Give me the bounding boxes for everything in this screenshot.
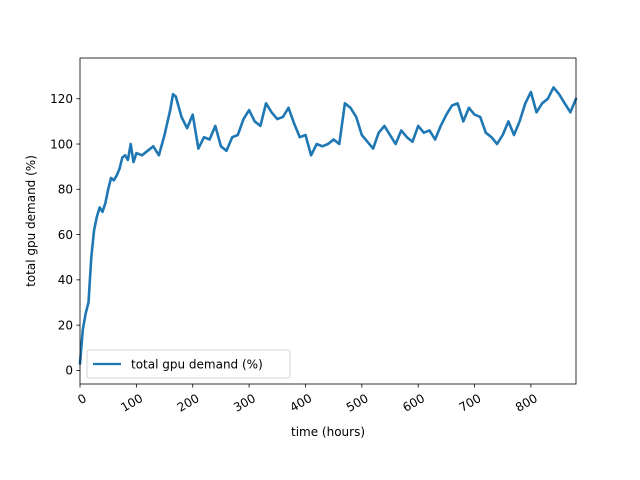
legend-entry-label: total gpu demand (%) [131, 358, 263, 372]
y-tick-label: 80 [58, 183, 73, 197]
y-axis-label: total gpu demand (%) [24, 155, 38, 287]
y-tick-label: 20 [58, 318, 73, 332]
y-axis: 0 20 40 60 80 100 120 [50, 92, 80, 378]
axes-frame [79, 57, 577, 385]
y-tick-label: 120 [50, 92, 73, 106]
series-line-0 [78, 86, 578, 365]
legend-box [86, 349, 291, 379]
y-tick-label: 40 [58, 273, 73, 287]
y-tick-label: 100 [50, 137, 73, 151]
y-tick-label: 60 [58, 228, 73, 242]
y-tick-label: 0 [65, 364, 73, 378]
series-layer [78, 86, 578, 365]
legend: total gpu demand (%) [86, 349, 291, 379]
x-axis-label: time (hours) [291, 425, 365, 439]
plot-area [80, 58, 576, 384]
